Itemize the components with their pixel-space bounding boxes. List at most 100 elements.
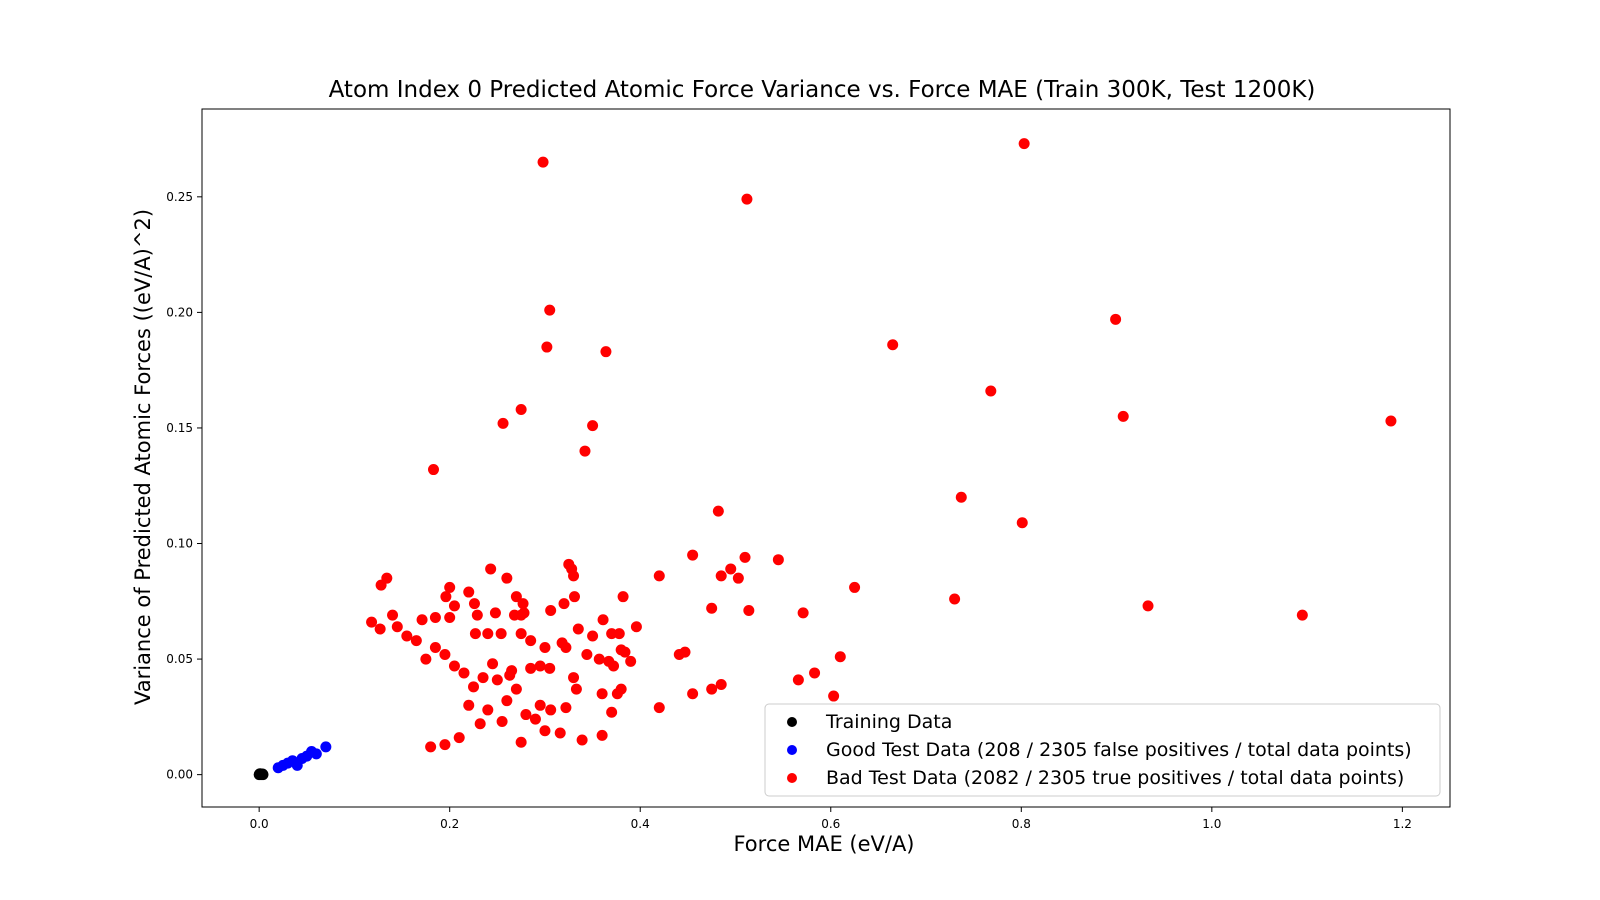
legend-marker-good-test	[787, 745, 797, 755]
bad-test-point	[544, 304, 556, 316]
bad-test-point	[606, 628, 618, 640]
bad-test-point	[566, 563, 578, 575]
bad-test-point	[469, 628, 481, 640]
bad-test-point	[517, 598, 529, 610]
bad-test-point	[687, 688, 699, 700]
bad-test-point	[491, 674, 503, 686]
bad-test-point	[739, 551, 751, 563]
bad-test-point	[508, 609, 520, 621]
bad-test-point	[544, 662, 556, 674]
bad-test-point	[482, 704, 494, 716]
bad-test-point	[420, 653, 432, 665]
bad-test-point	[391, 621, 403, 633]
bad-test-point	[501, 572, 513, 584]
bad-test-point	[487, 658, 499, 670]
bad-test-point	[489, 607, 501, 619]
plot-area-frame	[201, 108, 1451, 808]
bad-test-point	[625, 655, 637, 667]
bad-test-point	[679, 646, 691, 658]
bad-test-point	[534, 660, 546, 672]
bad-test-point	[792, 674, 804, 686]
good-test-point	[287, 755, 299, 767]
x-axis-title: Force MAE (eV/A)	[733, 832, 914, 856]
bad-test-point	[448, 600, 460, 612]
bad-test-point	[568, 591, 580, 603]
bad-test-point	[501, 695, 513, 707]
bad-test-point	[539, 642, 551, 654]
bad-test-point	[515, 628, 527, 640]
bad-test-point	[525, 635, 537, 647]
bad-test-point	[887, 339, 899, 351]
y-tick-label: 0.00	[166, 768, 193, 782]
bad-test-point	[809, 667, 821, 679]
good-test-point-group	[272, 741, 332, 774]
bad-test-point	[611, 688, 623, 700]
bad-test-point	[525, 662, 537, 674]
bad-test-point	[554, 727, 566, 739]
y-tick-label: 0.20	[166, 305, 193, 319]
bad-test-point	[570, 683, 582, 695]
bad-test-point	[529, 713, 541, 725]
bad-test-point	[515, 736, 527, 748]
bad-test-point	[439, 648, 451, 660]
x-tick-label: 1.0	[1202, 817, 1221, 831]
bad-test-point	[587, 630, 599, 642]
bad-test-point	[429, 611, 441, 623]
bad-test-point	[608, 660, 620, 672]
bad-test-point	[1018, 138, 1030, 150]
x-tick-label: 1.2	[1393, 817, 1412, 831]
bad-test-point	[520, 709, 532, 721]
bad-test-point	[617, 591, 629, 603]
good-test-point	[306, 746, 318, 758]
bad-test-point	[485, 563, 497, 575]
bad-test-point	[687, 549, 699, 561]
bad-test-point	[653, 570, 665, 582]
bad-test-point	[539, 725, 551, 737]
bad-test-point	[579, 445, 591, 457]
bad-test-point	[600, 346, 612, 358]
bad-test-point	[597, 614, 609, 626]
bad-test-point	[596, 729, 608, 741]
bad-test-point	[1296, 609, 1308, 621]
legend-label-training: Training Data	[825, 711, 952, 733]
bad-test-point	[849, 581, 861, 593]
bad-test-point	[366, 616, 378, 628]
bad-test-point	[1142, 600, 1154, 612]
bad-test-point	[596, 688, 608, 700]
bad-test-point	[468, 598, 480, 610]
bad-test-point	[985, 385, 997, 397]
bad-test-point	[619, 646, 631, 658]
y-tick-label: 0.25	[166, 190, 193, 204]
x-tick-label: 0.4	[631, 817, 650, 831]
bad-test-point	[471, 609, 483, 621]
x-tick-label: 0.8	[1012, 817, 1031, 831]
good-test-point	[277, 759, 289, 771]
bad-test-point	[706, 683, 718, 695]
bad-test-point	[401, 630, 413, 642]
bad-test-point	[444, 581, 456, 593]
y-tick-label: 0.15	[166, 421, 193, 435]
bad-test-point	[725, 563, 737, 575]
training-point	[256, 768, 268, 780]
x-tick-label: 0.6	[821, 817, 840, 831]
bad-test-point	[427, 464, 439, 476]
bad-test-point-group	[366, 138, 1397, 753]
bad-test-point	[375, 579, 387, 591]
bad-test-point	[772, 554, 784, 566]
bad-test-point	[482, 628, 494, 640]
bad-test-point	[477, 672, 489, 684]
bad-test-point	[706, 602, 718, 614]
y-tick-label: 0.05	[166, 652, 193, 666]
bad-test-point	[741, 193, 753, 205]
bad-test-point	[439, 739, 451, 751]
bad-test-point	[387, 609, 399, 621]
bad-test-point	[613, 628, 625, 640]
bad-test-point	[468, 681, 480, 693]
bad-test-point	[458, 667, 470, 679]
bad-test-point	[1117, 410, 1129, 422]
bad-test-point	[510, 591, 522, 603]
bad-test-point	[1016, 517, 1028, 529]
bad-test-point	[374, 623, 386, 635]
bad-test-point	[715, 679, 727, 691]
